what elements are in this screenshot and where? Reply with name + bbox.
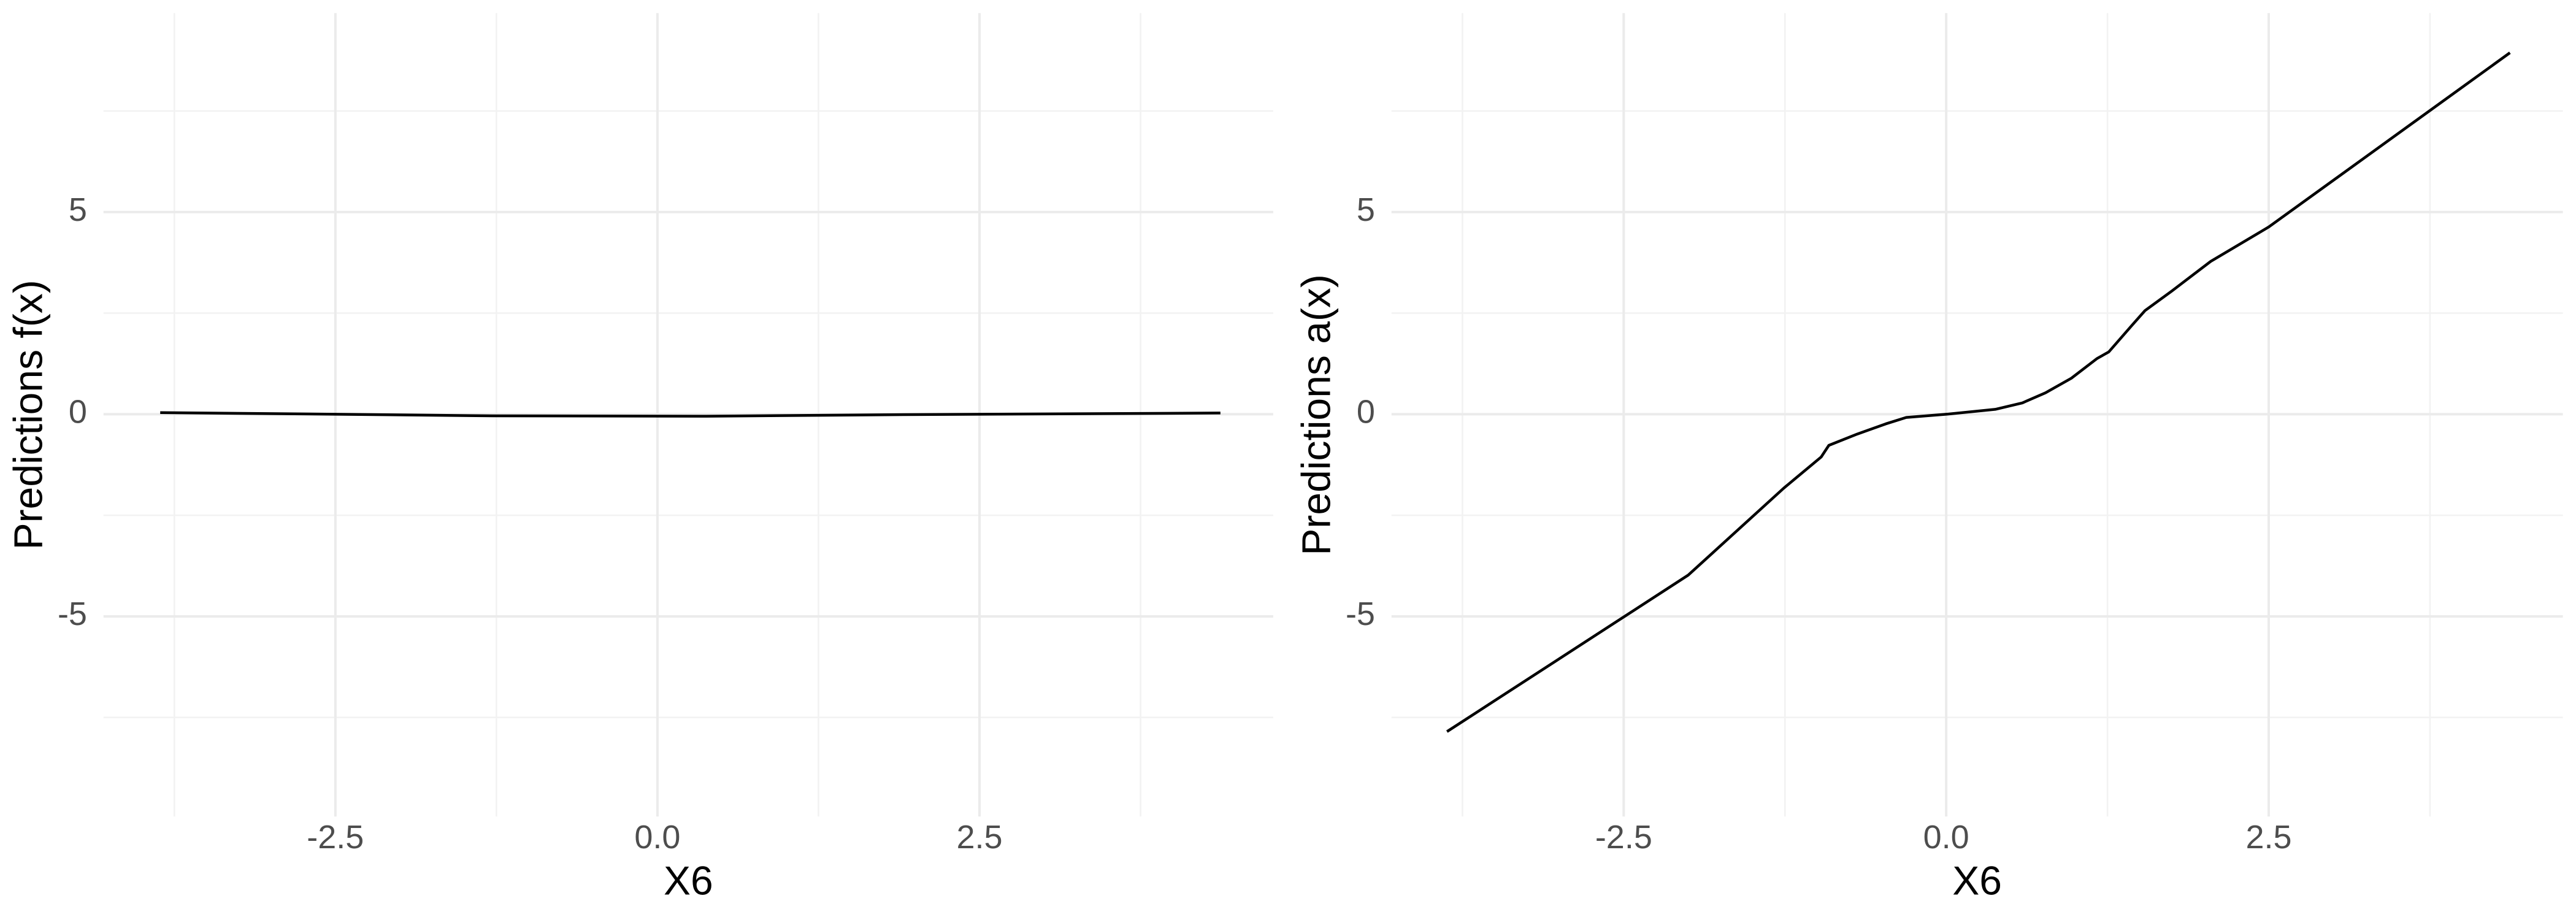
- y-tick-label: 5: [69, 191, 87, 228]
- y-axis-title: Predictions f(x): [5, 280, 50, 550]
- x-tick-label: -2.5: [1595, 819, 1652, 856]
- x-axis-title: X6: [1952, 858, 2002, 903]
- data-line: [1446, 52, 2511, 733]
- y-tick-label: 0: [69, 394, 87, 431]
- x-axis-title: X6: [664, 858, 713, 903]
- y-axis-title: Predictions a(x): [1293, 274, 1338, 556]
- y-tick-label: 5: [1357, 191, 1375, 228]
- x-tick-label: -2.5: [307, 819, 364, 856]
- panel: -2.5 0.0 2.5 -5 0 5 X6 Predictions f(x): [5, 13, 1273, 903]
- x-tick-label: 0.0: [634, 819, 680, 856]
- y-tick-label: 0: [1357, 394, 1375, 431]
- panel: -2.5 0.0 2.5 -5 0 5 X6 Predictions a(x): [1293, 13, 2563, 903]
- data-line: [160, 411, 1221, 418]
- x-tick-label: 0.0: [1923, 819, 1969, 856]
- y-tick-label: -5: [1346, 596, 1375, 632]
- y-tick-label: -5: [58, 596, 87, 632]
- x-tick-label: 2.5: [2245, 819, 2291, 856]
- x-tick-label: 2.5: [956, 819, 1002, 856]
